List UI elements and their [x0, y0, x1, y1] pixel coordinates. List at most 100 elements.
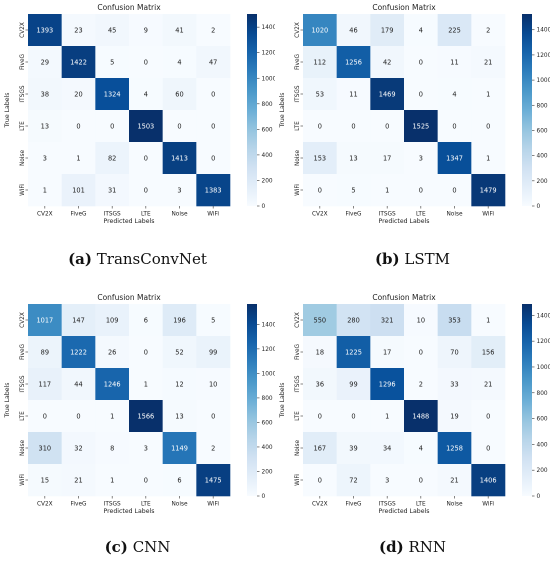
cell-value-label: 1 [486, 316, 490, 324]
heatmap-cell [61, 368, 96, 401]
x-tick-label: FiveG [345, 212, 362, 218]
cell-value-label: 0 [385, 122, 389, 130]
cell-value-label: 21 [484, 58, 492, 66]
cell-value-label: 32 [74, 444, 82, 452]
x-axis-label: Predicted Labels [104, 218, 155, 225]
cell-value-label: 0 [76, 412, 80, 420]
colorbar-tick-label: 1400 [262, 25, 276, 31]
heatmap-cell [61, 464, 96, 497]
cell-value-label: 1383 [205, 186, 222, 194]
heatmap-cell [28, 78, 62, 111]
caption-b: (b) LSTM [275, 250, 550, 268]
heatmap-cell [404, 368, 438, 401]
cell-value-label: 20 [74, 90, 82, 98]
colorbar-tick-label: 1000 [262, 76, 276, 82]
cell-value-label: 0 [452, 122, 456, 130]
colorbar [522, 304, 532, 496]
cell-value-label: 280 [347, 316, 360, 324]
x-tick-label: FiveG [70, 212, 87, 218]
heatmap-cell [162, 46, 197, 79]
colorbar-tick-label: 800 [262, 396, 273, 402]
heatmap-cell [303, 14, 337, 47]
cell-value-label: 6 [177, 476, 181, 484]
y-tick-label: LTE [20, 121, 26, 131]
cell-value-label: 0 [351, 122, 355, 130]
heatmap-cell [162, 304, 197, 337]
heatmap-cell [61, 78, 96, 111]
heatmap-cell [28, 46, 62, 79]
x-axis-label: Predicted Labels [104, 508, 155, 515]
heatmap-cell [336, 78, 371, 111]
heatmap-cell [404, 336, 438, 369]
y-tick-label: CV2X [295, 312, 301, 328]
y-tick-label: FiveG [295, 343, 301, 360]
y-tick-label: WiFi [295, 474, 301, 486]
heatmap-cell [303, 110, 337, 143]
heatmap-cell [471, 142, 506, 175]
heatmap-cell [370, 46, 405, 79]
cell-value-label: 3 [43, 154, 47, 162]
heatmap-cell [437, 78, 472, 111]
heatmap-cell [28, 174, 62, 207]
y-tick-label: LTE [20, 411, 26, 421]
cell-value-label: 0 [43, 412, 47, 420]
heatmap-cell [61, 304, 96, 337]
colorbar-tick-label: 1000 [262, 371, 276, 377]
cell-value-label: 1566 [137, 412, 154, 420]
colorbar-tick-label: 1000 [537, 365, 550, 371]
cell-value-label: 1479 [480, 186, 497, 194]
heatmap-cell [437, 142, 472, 175]
heatmap-cell [303, 174, 337, 207]
colorbar-tick-label: 1400 [262, 322, 276, 328]
cell-value-label: 550 [314, 316, 327, 324]
cell-value-label: 21 [74, 476, 82, 484]
chart-title: Confusion Matrix [372, 3, 436, 12]
cell-value-label: 41 [175, 26, 183, 34]
cell-value-label: 1413 [171, 154, 188, 162]
heatmap-cell [471, 14, 506, 47]
cell-value-label: 0 [419, 90, 423, 98]
cell-value-label: 36 [316, 380, 324, 388]
cell-value-label: 5 [211, 316, 215, 324]
cell-value-label: 13 [41, 122, 49, 130]
heatmap-cell [437, 336, 472, 369]
cell-value-label: 2 [211, 444, 215, 452]
heatmap-cell [336, 142, 371, 175]
heatmap-cell [196, 46, 231, 79]
colorbar-tick-label: 800 [537, 391, 548, 397]
cell-value-label: 39 [349, 444, 357, 452]
cell-value-label: 147 [72, 316, 85, 324]
colorbar-tick-label: 400 [262, 153, 273, 159]
y-tick-label: CV2X [20, 22, 26, 38]
heatmap-cell [437, 14, 472, 47]
cell-value-label: 0 [144, 58, 148, 66]
cell-value-label: 1246 [104, 380, 121, 388]
heatmap-cell [370, 304, 405, 337]
heatmap-cell [196, 400, 231, 433]
cell-value-label: 1 [110, 412, 114, 420]
heatmap-cell [370, 174, 405, 207]
cell-value-label: 38 [41, 90, 49, 98]
colorbar-tick-label: 1200 [262, 347, 276, 353]
colorbar [247, 14, 257, 206]
cell-value-label: 5 [110, 58, 114, 66]
colorbar-tick-label: 600 [537, 417, 548, 423]
colorbar-tick-label: 600 [262, 420, 273, 426]
heatmap-cell [129, 14, 163, 47]
cell-value-label: 167 [314, 444, 327, 452]
y-tick-label: WiFi [295, 184, 301, 196]
caption-b-text: LSTM [404, 250, 451, 268]
cell-value-label: 23 [74, 26, 82, 34]
heatmap-cell [336, 14, 371, 47]
heatmap-cell [196, 78, 231, 111]
heatmap-cell [437, 464, 472, 497]
cell-value-label: 1 [486, 154, 490, 162]
cell-value-label: 3 [177, 186, 181, 194]
y-axis-label: True Labels [279, 92, 286, 128]
heatmap-cell [162, 400, 197, 433]
cell-value-label: 4 [177, 58, 181, 66]
heatmap-cell [162, 110, 197, 143]
cell-value-label: 4 [419, 444, 423, 452]
heatmap-cell [336, 432, 371, 465]
x-tick-label: Noise [446, 502, 463, 508]
